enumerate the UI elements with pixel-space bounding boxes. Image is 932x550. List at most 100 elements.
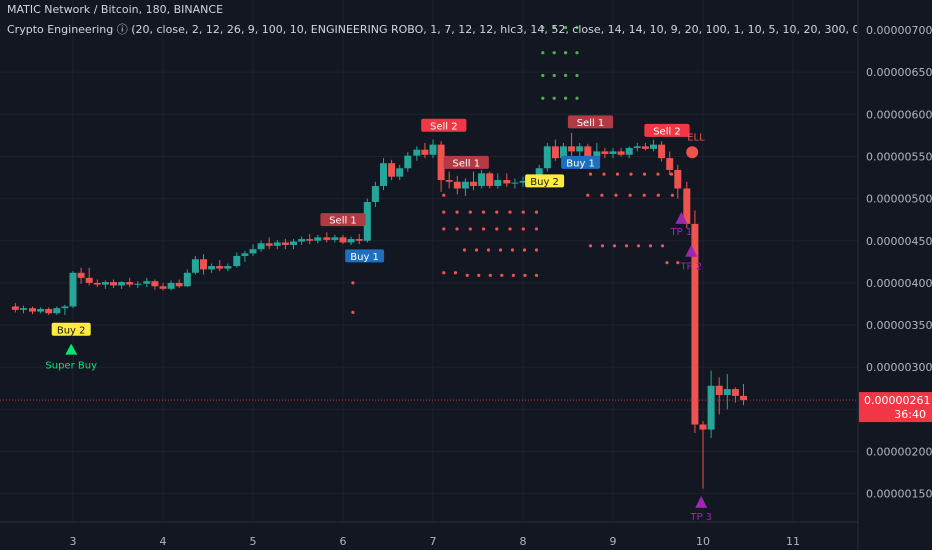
candle-body — [519, 180, 527, 183]
x-tick-label: 4 — [160, 535, 167, 548]
candle-body — [683, 188, 691, 224]
signal-dot — [442, 210, 446, 214]
current-price-value: 0.00000261 — [864, 394, 930, 407]
signal-dot — [508, 227, 512, 231]
candle-body — [20, 308, 27, 310]
candle-body — [413, 149, 421, 156]
candle-body — [380, 163, 387, 186]
candle-body — [625, 148, 633, 155]
signal-label: Buy 1 — [350, 252, 379, 263]
x-tick-label: 9 — [610, 535, 617, 548]
x-tick-label: 11 — [786, 535, 800, 548]
candle-body — [461, 181, 469, 189]
signal-label: Buy 2 — [530, 177, 559, 188]
signal-label-bg — [345, 249, 385, 263]
signal-dot — [534, 248, 539, 252]
candle-body — [560, 146, 567, 159]
signal-dot — [351, 310, 355, 315]
candle-body — [437, 144, 445, 181]
candle-body — [511, 182, 519, 184]
tp-label: TP 2 — [679, 261, 702, 272]
signal-label: Buy 2 — [57, 325, 86, 336]
signal-dot — [453, 271, 458, 275]
signal-dot — [498, 248, 503, 252]
signal-dot — [564, 25, 568, 30]
time-axis[interactable]: 3 4 5 6 7 8 9 10 11 — [70, 535, 801, 548]
x-tick-label: 5 — [250, 535, 257, 548]
signal-dot — [670, 193, 675, 197]
signal-dot — [612, 244, 617, 248]
candle-body — [200, 259, 207, 270]
candle-body — [77, 272, 85, 278]
signal-dot — [534, 273, 539, 277]
signal-dot — [521, 227, 525, 231]
signal-dot — [575, 73, 579, 78]
signal-dot — [468, 210, 472, 214]
candle-body — [421, 149, 429, 155]
candle-body — [731, 389, 739, 396]
candle-body — [593, 151, 601, 157]
x-tick-label: 6 — [340, 535, 347, 548]
tp-triangle — [695, 495, 708, 508]
candle-body — [126, 282, 134, 285]
signal-dot — [455, 210, 459, 214]
candle-body — [658, 144, 666, 159]
candle-countdown: 36:40 — [894, 408, 926, 421]
candle-body — [355, 239, 363, 241]
signal-dot — [600, 244, 605, 248]
candle-body — [633, 146, 641, 149]
candle-body — [674, 169, 682, 189]
signal-dot — [575, 25, 579, 30]
candle-body — [609, 151, 617, 154]
candle-body — [478, 173, 486, 186]
candle-body — [143, 281, 151, 284]
candle-body — [470, 181, 477, 186]
y-tick-label: 0.00000400 — [866, 277, 932, 290]
candle-body — [134, 283, 142, 285]
candle-body — [306, 239, 314, 241]
candle-body — [314, 237, 322, 241]
signal-dot — [442, 271, 446, 275]
candle-body — [191, 259, 199, 273]
signal-dot — [552, 25, 556, 30]
signal-dot — [462, 248, 467, 252]
candle-body — [363, 201, 371, 241]
signal-dot — [468, 227, 472, 231]
candle-body — [445, 180, 453, 182]
signal-label: Sell 2 — [430, 121, 458, 132]
current-price-box — [859, 392, 932, 423]
signal-dot — [642, 172, 647, 176]
candle-body — [503, 180, 511, 184]
candle-body — [167, 282, 175, 289]
candle-body — [576, 146, 584, 152]
candle-body — [331, 237, 339, 240]
signal-dot — [500, 273, 504, 277]
signal-dot — [575, 51, 579, 55]
signal-dot — [521, 210, 525, 214]
signal-dot — [669, 172, 674, 176]
candle-body — [273, 242, 281, 246]
signal-dot — [602, 172, 606, 176]
candle-body — [249, 249, 257, 254]
signal-dot — [588, 244, 593, 248]
y-tick-label: 0.00000450 — [866, 235, 932, 248]
candle-body — [641, 146, 649, 149]
candle-body — [404, 155, 412, 169]
signal-dot — [628, 193, 632, 197]
signal-dot — [648, 244, 653, 248]
signal-dot — [552, 73, 556, 78]
indicator-title[interactable]: Crypto Engineering ⓘ (20, close, 2, 12, … — [7, 23, 857, 36]
candle-body — [707, 385, 715, 430]
y-tick-label: 0.00000150 — [866, 488, 932, 501]
signal-label-bg — [644, 123, 690, 137]
signal-dot — [481, 210, 486, 214]
candle-body — [45, 309, 53, 314]
candle-body — [93, 282, 101, 285]
symbol-title[interactable]: MATIC Network / Bitcoin, 180, BINANCE — [7, 3, 224, 16]
signal-label: Sell 1 — [452, 158, 480, 169]
candle-body — [69, 272, 77, 307]
signal-dot — [523, 273, 527, 277]
signal-dot — [660, 244, 665, 248]
